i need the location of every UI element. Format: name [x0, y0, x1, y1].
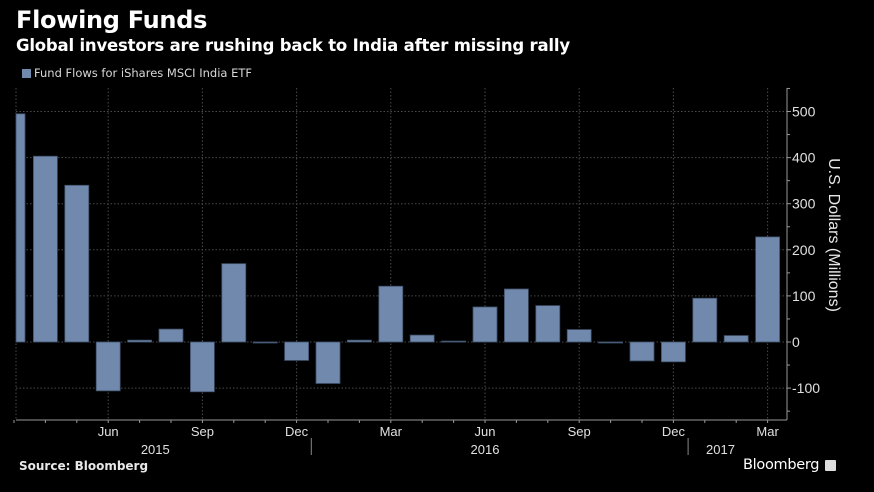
legend-swatch	[22, 68, 31, 78]
x-tick-label: Mar	[380, 424, 403, 439]
bar	[95, 341, 121, 392]
bar	[33, 155, 58, 343]
bar	[221, 263, 247, 343]
y-axis-label: U.S. Dollars (Millions)	[825, 158, 842, 312]
bar	[158, 328, 184, 343]
bar	[127, 339, 152, 343]
bar	[566, 329, 592, 343]
bar	[409, 334, 435, 343]
bar	[15, 113, 26, 343]
y-tick-label: -100	[792, 380, 820, 396]
bar	[503, 288, 529, 343]
year-label: 2015	[141, 442, 170, 457]
bar	[252, 341, 278, 344]
bar	[441, 340, 467, 343]
legend-label: Fund Flows for iShares MSCI India ETF	[34, 66, 252, 80]
chart-title: Flowing Funds	[16, 6, 208, 34]
legend: Fund Flows for iShares MSCI India ETF	[22, 66, 252, 80]
x-tick-label: Dec	[285, 424, 309, 439]
bloomberg-logo: Bloomberg	[743, 457, 837, 473]
chart-icon	[825, 459, 837, 471]
brand-text: Bloomberg	[743, 457, 820, 473]
bar	[346, 339, 372, 343]
bar	[661, 341, 686, 363]
x-tick-label: Jun	[98, 424, 119, 439]
bar	[598, 341, 623, 344]
year-label: 2017	[706, 442, 735, 457]
y-tick-label: 100	[792, 288, 816, 304]
bar	[535, 305, 561, 343]
x-tick-label: Mar	[756, 424, 779, 439]
bar	[64, 184, 90, 343]
bar	[284, 341, 310, 361]
x-tick-label: Sep	[568, 424, 591, 439]
bar	[315, 341, 341, 384]
x-tick-label: Jun	[475, 424, 496, 439]
y-tick-label: 200	[792, 242, 816, 258]
y-tick-label: 0	[792, 334, 800, 350]
bar	[629, 341, 655, 362]
bar	[378, 285, 404, 343]
chart-subtitle: Global investors are rushing back to Ind…	[16, 36, 570, 55]
bar	[755, 236, 780, 343]
y-tick-label: 400	[792, 150, 816, 166]
source-note: Source: Bloomberg	[19, 459, 149, 473]
bar	[472, 306, 498, 343]
x-tick-label: Sep	[191, 424, 214, 439]
y-axis-label-text: U.S. Dollars (Millions)	[825, 158, 842, 312]
year-label: 2016	[471, 442, 500, 457]
bar	[189, 341, 215, 393]
y-tick-label: 300	[792, 196, 816, 212]
y-tick-label: 500	[792, 104, 816, 120]
bar	[723, 335, 749, 343]
x-tick-label: Dec	[662, 424, 686, 439]
bar	[692, 297, 718, 343]
